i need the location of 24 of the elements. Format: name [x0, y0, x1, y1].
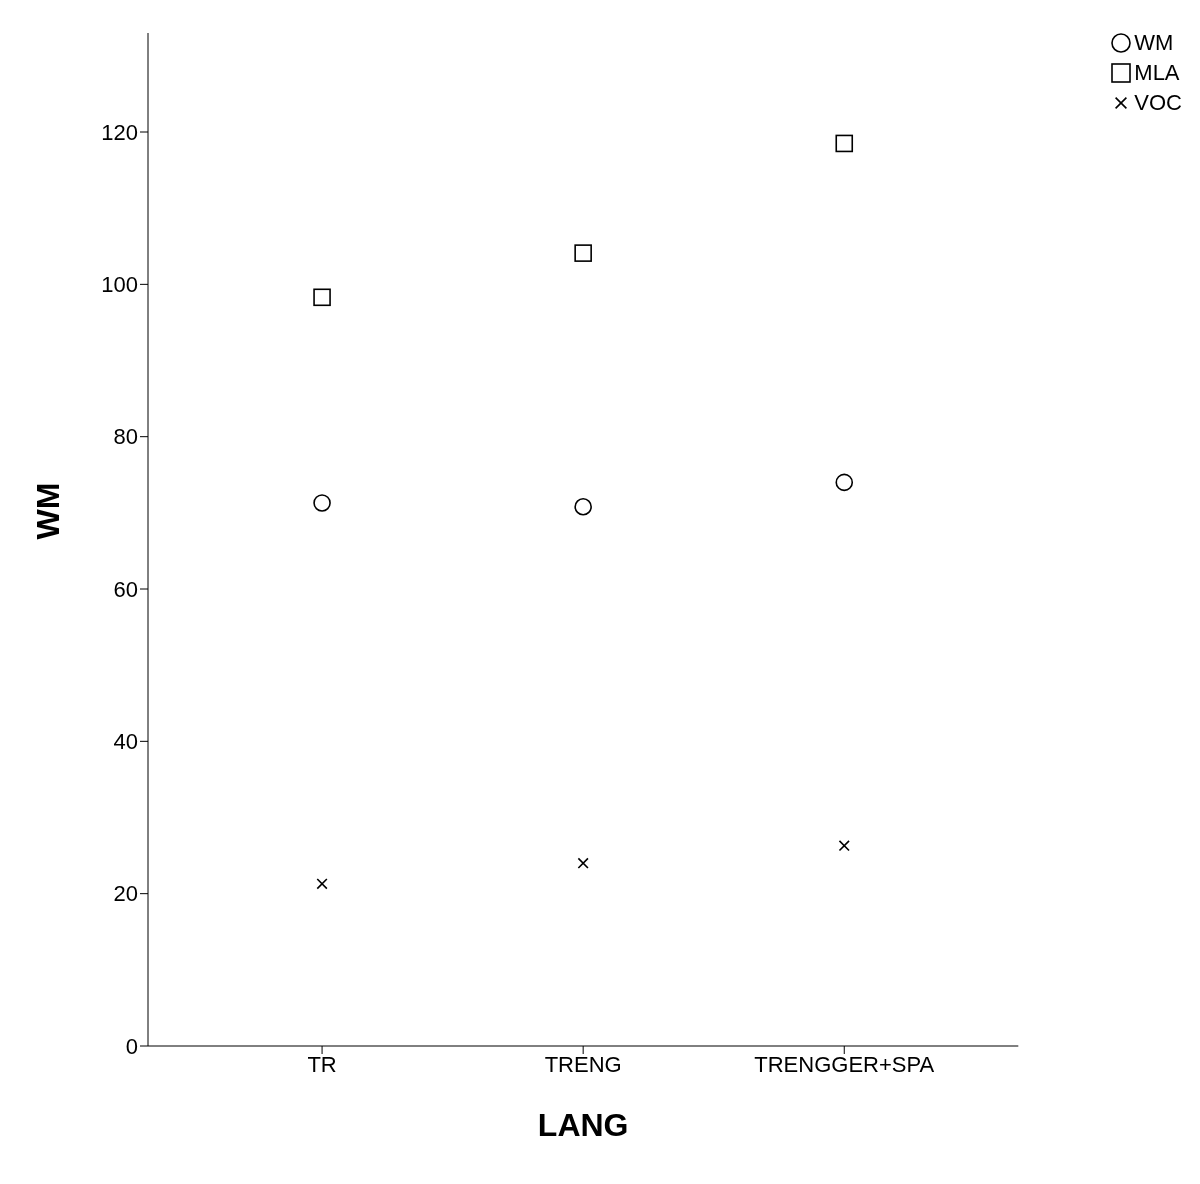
- y-tick-label: 60: [113, 576, 138, 602]
- y-tick-label: 100: [101, 272, 138, 298]
- point: [316, 878, 328, 890]
- point: [574, 497, 592, 516]
- point: [835, 473, 854, 492]
- legend-label: VOC: [1134, 90, 1182, 116]
- point: [313, 494, 331, 512]
- legend-label: WM: [1134, 30, 1174, 56]
- point: [574, 244, 592, 262]
- legend-label: MLA: [1134, 60, 1180, 86]
- x-tick-label: TRENGGER+SPA: [754, 1051, 935, 1077]
- y-tick-label: 0: [125, 1033, 138, 1059]
- y-tick-label: 80: [113, 424, 138, 450]
- point: [577, 857, 589, 869]
- x-tick-label: TR: [307, 1051, 337, 1077]
- y-tick-label: 20: [113, 881, 138, 907]
- y-tick-label: 120: [101, 119, 138, 145]
- point: [838, 840, 850, 852]
- point: [835, 134, 854, 153]
- point: [313, 288, 331, 307]
- y-tick-label: 40: [113, 729, 138, 755]
- y-axis-title: WM: [30, 482, 67, 540]
- x-tick-label: TRENG: [544, 1051, 622, 1077]
- x-axis-title: LANG: [537, 1107, 629, 1143]
